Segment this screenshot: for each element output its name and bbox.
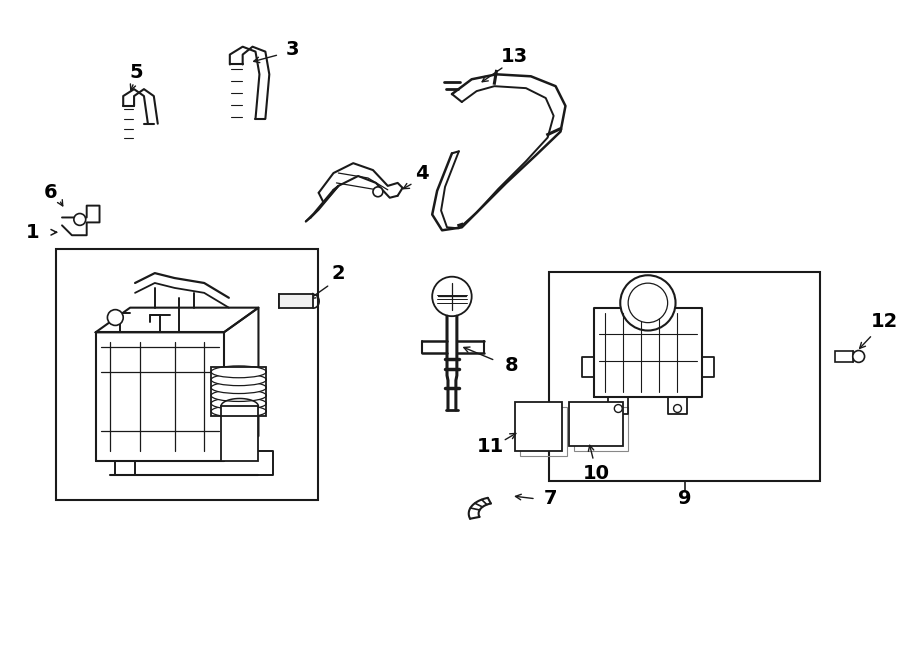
Ellipse shape bbox=[212, 381, 266, 393]
Text: 9: 9 bbox=[678, 489, 691, 508]
Bar bbox=[569, 402, 623, 446]
Bar bbox=[519, 407, 567, 456]
Ellipse shape bbox=[212, 366, 266, 377]
Text: 13: 13 bbox=[500, 47, 527, 66]
Text: 8: 8 bbox=[504, 356, 518, 375]
Bar bbox=[212, 367, 266, 416]
Circle shape bbox=[74, 214, 86, 225]
Text: 10: 10 bbox=[583, 464, 610, 483]
Bar bbox=[549, 272, 820, 481]
Text: 1: 1 bbox=[25, 223, 40, 242]
Circle shape bbox=[432, 277, 472, 316]
Circle shape bbox=[673, 405, 681, 412]
Text: 4: 4 bbox=[416, 163, 429, 182]
Ellipse shape bbox=[212, 397, 266, 409]
Circle shape bbox=[852, 350, 865, 362]
Text: 12: 12 bbox=[870, 313, 898, 331]
Text: 6: 6 bbox=[43, 183, 57, 202]
Ellipse shape bbox=[212, 389, 266, 401]
Ellipse shape bbox=[212, 405, 266, 417]
Bar bbox=[220, 407, 258, 461]
Text: 3: 3 bbox=[285, 40, 299, 59]
Text: 2: 2 bbox=[331, 264, 345, 283]
Circle shape bbox=[373, 187, 382, 197]
Text: 7: 7 bbox=[544, 489, 557, 508]
Text: 11: 11 bbox=[476, 436, 504, 455]
Circle shape bbox=[107, 309, 123, 325]
Circle shape bbox=[628, 283, 668, 323]
Bar bbox=[835, 350, 852, 362]
Bar bbox=[279, 294, 313, 308]
Ellipse shape bbox=[212, 374, 266, 385]
Bar bbox=[574, 407, 628, 451]
Circle shape bbox=[615, 405, 622, 412]
Text: 5: 5 bbox=[130, 63, 143, 82]
Circle shape bbox=[620, 275, 676, 330]
Bar bbox=[56, 249, 319, 500]
Bar bbox=[515, 402, 562, 451]
